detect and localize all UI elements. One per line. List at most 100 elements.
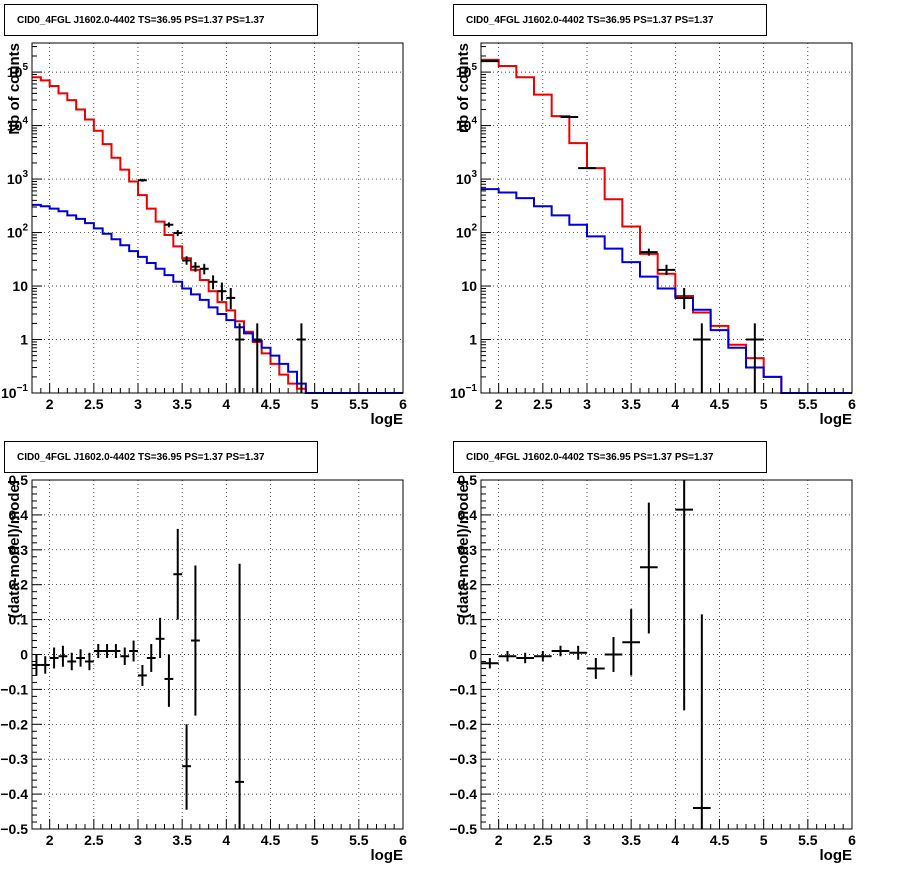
data-point — [657, 264, 676, 276]
y-tick-label: 0 — [469, 647, 477, 663]
title-box — [453, 441, 767, 473]
data-point — [199, 263, 209, 275]
data-point — [693, 614, 711, 829]
data-point — [40, 656, 50, 674]
data-point — [693, 323, 711, 393]
data-point — [297, 323, 306, 393]
x-tick-label: 4 — [671, 832, 679, 848]
x-tick-label: 2.5 — [84, 396, 104, 412]
x-tick-label: 2 — [495, 832, 503, 848]
data-point — [173, 230, 183, 237]
x-tick-label: 5.5 — [798, 832, 818, 848]
data-point — [235, 323, 244, 393]
x-axis-label: logE — [371, 411, 404, 428]
y-axis-label: Nb of counts — [6, 43, 23, 135]
y-tick-label: −0.1 — [449, 681, 477, 697]
plot-frame — [480, 479, 853, 830]
y-tick-base: 10 — [450, 385, 466, 401]
y-tick-base: 10 — [456, 171, 472, 187]
x-tick-label: 3.5 — [172, 396, 192, 412]
data-point — [32, 654, 41, 676]
data-point — [481, 657, 499, 669]
y-tick-label: 0.3 — [458, 542, 478, 558]
chart-title: CID0_4FGL J1602.0-4402 TS=36.95 PS=1.37 … — [466, 452, 714, 463]
y-tick-label: 102 — [7, 223, 29, 241]
x-axis-label: logE — [820, 847, 853, 864]
data-point — [146, 644, 156, 672]
data-point — [67, 652, 77, 671]
y-tick-label: 10−1 — [1, 383, 28, 401]
x-tick-label: 2.5 — [533, 832, 553, 848]
y-tick-exponent: 5 — [471, 62, 477, 73]
y-tick-exponent: 3 — [22, 169, 28, 180]
data-point — [569, 645, 587, 660]
x-tick-label: 2 — [46, 396, 54, 412]
series-line-component — [32, 203, 403, 394]
y-tick-label: 0.3 — [9, 542, 29, 558]
data-point — [226, 287, 236, 310]
y-tick-label: −0.5 — [449, 821, 477, 837]
y-tick-exponent: −1 — [466, 383, 478, 394]
data-point — [120, 647, 130, 665]
y-tick-exponent: −1 — [17, 383, 29, 394]
x-tick-label: 3.5 — [621, 832, 641, 848]
y-tick-label: −0.2 — [449, 716, 477, 732]
y-axis-label: (data-model)/model — [6, 480, 23, 618]
data-point — [164, 222, 174, 228]
x-tick-label: 2 — [46, 832, 54, 848]
data-point — [102, 644, 112, 658]
data-point — [516, 652, 534, 664]
data-point — [208, 275, 218, 290]
x-axis-label: logE — [371, 847, 404, 864]
x-tick-label: 2 — [495, 396, 503, 412]
data-point — [155, 617, 165, 658]
x-tick-label: 6 — [848, 832, 856, 848]
y-tick-base: 10 — [7, 225, 23, 241]
y-tick-label: 0.2 — [9, 577, 29, 593]
x-tick-label: 5 — [760, 396, 768, 412]
y-tick-label: 105 — [7, 62, 29, 80]
data-point — [578, 167, 596, 170]
y-tick-exponent: 3 — [471, 169, 477, 180]
data-point — [560, 115, 579, 118]
x-tick-label: 5.5 — [349, 832, 369, 848]
y-tick-exponent: 5 — [22, 62, 28, 73]
y-tick-label: 104 — [7, 116, 29, 134]
data-point — [252, 323, 262, 393]
y-axis-label: (data-model)/model — [455, 480, 472, 618]
data-point — [746, 323, 764, 393]
x-tick-label: 4.5 — [710, 832, 730, 848]
x-tick-label: 4 — [222, 396, 230, 412]
data-point — [587, 657, 605, 679]
x-tick-label: 4.5 — [261, 396, 281, 412]
title-box — [453, 4, 767, 36]
y-tick-label: −0.2 — [0, 716, 28, 732]
data-point — [191, 262, 200, 272]
y-tick-label: −0.1 — [0, 681, 28, 697]
series-line-total_model — [481, 58, 852, 394]
chart-panel-bottom-right: CID0_4FGL J1602.0-4402 TS=36.95 PS=1.37 … — [449, 441, 856, 864]
data-point — [534, 651, 552, 662]
chart-panel-top-right: CID0_4FGL J1602.0-4402 TS=36.95 PS=1.37 … — [450, 4, 856, 428]
x-tick-label: 5 — [311, 832, 319, 848]
data-point — [111, 644, 121, 658]
data-point — [164, 654, 174, 707]
y-tick-label: 0 — [20, 647, 28, 663]
y-tick-label: 10 — [12, 278, 28, 294]
data-point — [551, 645, 570, 657]
data-point — [622, 609, 640, 676]
x-tick-label: 3 — [583, 832, 591, 848]
data-point — [675, 287, 693, 310]
y-tick-label: 102 — [456, 223, 478, 241]
data-point — [58, 645, 68, 667]
y-tick-label: −0.3 — [0, 751, 28, 767]
x-tick-label: 6 — [399, 832, 407, 848]
data-point — [129, 640, 138, 662]
y-axis-label: nb of counts — [455, 43, 472, 133]
y-tick-label: −0.3 — [449, 751, 477, 767]
y-tick-label: 0.2 — [458, 577, 478, 593]
data-point — [498, 651, 517, 662]
chart-title: CID0_4FGL J1602.0-4402 TS=36.95 PS=1.37 … — [17, 452, 265, 463]
x-tick-label: 4 — [671, 396, 679, 412]
data-point — [76, 649, 85, 667]
